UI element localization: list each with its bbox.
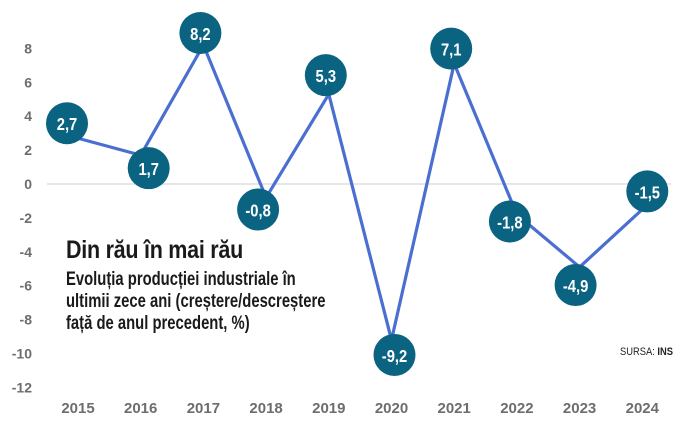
y-tick-label: 8 [24, 40, 32, 56]
series-segment [139, 43, 205, 157]
data-marker [179, 12, 222, 55]
y-tick-label: -6 [20, 278, 33, 294]
data-point: 8,2 [179, 12, 222, 55]
series-segment [452, 62, 519, 217]
data-marker [626, 170, 669, 213]
y-axis: 8 6 4 2 0 -2 -4 -6 -8 -10 -12 [12, 40, 32, 395]
data-marker [373, 333, 416, 376]
data-marker [430, 27, 473, 70]
x-axis: 2015 2016 2017 2018 2019 2020 2021 2022 2023 2024 [61, 400, 659, 417]
data-label: 2,7 [57, 115, 77, 135]
x-tick-label: 2018 [249, 400, 282, 417]
y-tick-label: 0 [24, 176, 32, 192]
data-label: 5,3 [316, 67, 336, 87]
series-segment [264, 92, 331, 200]
data-marker [237, 188, 280, 231]
title-block: Din rău în mai rău Evoluția producției i… [66, 236, 399, 335]
data-label: 7,1 [441, 40, 461, 60]
data-point: -1,5 [626, 170, 669, 213]
x-tick-label: 2023 [563, 400, 596, 417]
data-point: -4,9 [554, 264, 597, 307]
chart-title: Din rău în mai rău [66, 236, 243, 264]
series-segment [389, 62, 456, 342]
data-label: -0,8 [245, 201, 270, 221]
data-marker [488, 200, 531, 243]
x-tick-label: 2017 [187, 400, 220, 417]
y-tick-label: -8 [20, 312, 33, 328]
x-tick-label: 2024 [626, 400, 660, 417]
y-tick-label: -12 [12, 379, 32, 395]
data-point: -1,8 [488, 200, 531, 243]
series-segment [327, 92, 394, 342]
y-tick-label: 4 [24, 108, 32, 124]
x-tick-label: 2022 [500, 400, 533, 417]
data-point: 2,7 [46, 102, 88, 145]
source-note: SURSA: INS [620, 346, 673, 358]
data-label: 8,2 [190, 25, 210, 45]
data-marker [127, 147, 170, 190]
subtitle-line: ultimii zece ani (creștere/descreștere [66, 291, 326, 312]
source-label: SURSA: [620, 346, 655, 358]
series-segment [76, 136, 143, 157]
source-value: INS [657, 346, 674, 358]
data-marker [554, 264, 597, 307]
data-label: -1,8 [497, 213, 522, 233]
x-tick-label: 2019 [312, 400, 345, 417]
subtitle-line: Evoluția producției industriale în [66, 269, 296, 290]
chart-subtitle: Evoluția producției industriale în ultim… [66, 269, 325, 335]
y-tick-label: -2 [20, 210, 33, 226]
x-tick-label: 2020 [375, 400, 408, 417]
x-tick-label: 2016 [124, 400, 157, 417]
data-marker [46, 102, 88, 145]
subtitle-line: față de anul precedent, %) [66, 313, 250, 334]
y-tick-label: -10 [12, 346, 32, 362]
series-segment [201, 43, 268, 200]
data-label: 1,7 [138, 160, 158, 180]
y-tick-label: -4 [20, 244, 33, 260]
data-label: -1,5 [635, 183, 660, 203]
x-tick-label: 2015 [61, 400, 94, 417]
data-point: -9,2 [373, 333, 416, 376]
x-tick-label: 2021 [438, 400, 471, 417]
data-label: -4,9 [563, 277, 588, 297]
y-tick-label: 6 [24, 74, 32, 90]
data-marker [304, 54, 347, 97]
data-point: 1,7 [127, 147, 170, 190]
series-line-group [76, 43, 644, 342]
data-markers: 2,7 1,7 8,2 -0,8 5,3 -9,2 7,1 -1,8 -4,9 -1,5 [46, 12, 669, 376]
series-segment [577, 207, 644, 269]
data-point: 7,1 [430, 27, 473, 70]
data-label: -9,2 [382, 347, 407, 367]
y-tick-label: 2 [24, 142, 32, 158]
data-point: 5,3 [304, 54, 347, 97]
data-point: -0,8 [237, 188, 280, 231]
